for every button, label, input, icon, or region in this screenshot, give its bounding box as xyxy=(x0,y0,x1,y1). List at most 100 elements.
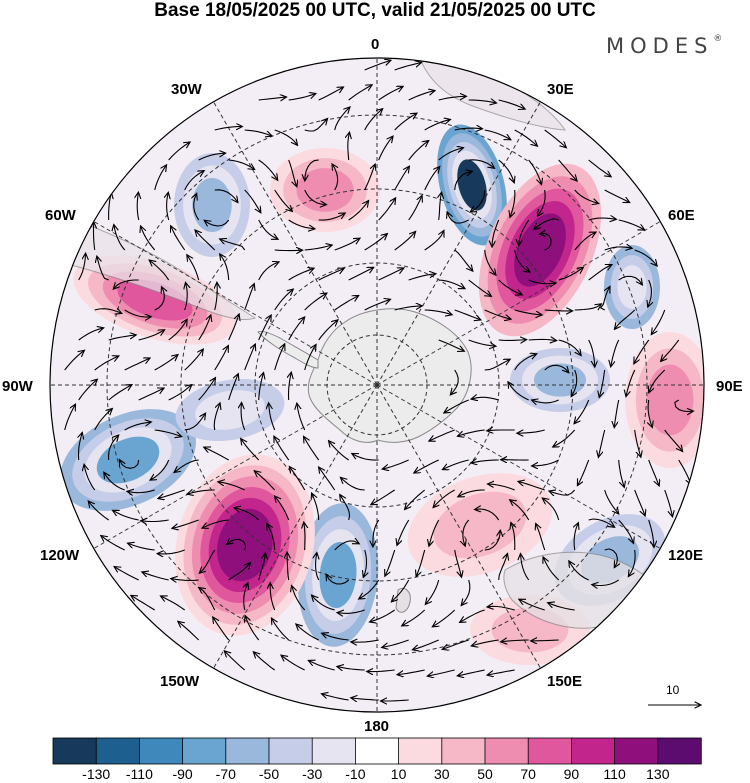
streamline-arrow xyxy=(304,245,332,251)
streamline-arrow xyxy=(492,219,500,246)
streamline-arrow xyxy=(220,255,230,281)
anomaly-contour xyxy=(457,159,487,211)
streamline-arrow xyxy=(541,234,552,251)
colorbar-tick-label: 10 xyxy=(390,766,407,782)
streamline-arrow xyxy=(274,345,285,371)
streamline-arrow xyxy=(282,656,305,671)
streamline-arrow xyxy=(107,436,119,461)
streamline-arrow xyxy=(187,256,200,281)
anomaly-contour xyxy=(534,363,586,397)
streamline-arrow xyxy=(383,639,409,647)
streamline-arrow xyxy=(364,300,390,311)
colorbar-tick-label: 70 xyxy=(520,766,536,782)
streamline-arrow xyxy=(661,339,680,361)
streamline-arrow xyxy=(378,268,403,281)
streamline-arrow xyxy=(634,489,645,515)
streamline-arrow xyxy=(535,218,559,229)
streamline-arrow xyxy=(536,524,546,551)
streamline-arrow xyxy=(258,316,271,341)
colorbar-tick-label: 90 xyxy=(563,766,580,782)
colorbar-tick-label: -90 xyxy=(172,766,193,782)
streamline-arrow xyxy=(615,309,636,329)
anomaly-contour xyxy=(96,436,160,484)
streamline-arrow xyxy=(454,128,482,130)
streamline-arrow xyxy=(371,609,396,622)
streamline-arrow xyxy=(397,519,410,544)
streamline-arrow xyxy=(454,309,480,320)
streamline-arrow xyxy=(549,603,575,611)
streamline-arrow xyxy=(408,274,435,281)
streamline-arrow xyxy=(394,232,415,251)
streamline-arrow xyxy=(574,304,601,311)
meridian-line xyxy=(376,221,661,386)
streamline-arrow xyxy=(588,159,611,176)
new-zealand xyxy=(395,587,411,613)
streamline-arrow xyxy=(484,360,510,371)
streamline-arrow xyxy=(424,120,450,131)
streamline-arrow xyxy=(267,524,276,551)
streamline-arrow xyxy=(297,404,306,431)
streamline-arrow xyxy=(429,519,440,545)
streamline-arrow xyxy=(544,364,569,372)
streamline-arrow xyxy=(424,231,444,251)
streamline-arrow xyxy=(451,369,459,394)
streamline-arrow xyxy=(304,294,326,311)
streamline-arrow xyxy=(468,279,491,296)
streamline-arrow xyxy=(498,340,526,341)
anomaly-contour xyxy=(195,390,265,430)
streamline-arrow xyxy=(129,544,155,551)
streamline-arrow xyxy=(128,490,155,493)
streamline-arrow xyxy=(430,429,455,441)
streamline-arrow xyxy=(403,609,426,625)
colorbar-tick-label: -50 xyxy=(258,766,280,782)
streamline-arrow xyxy=(244,345,255,371)
streamline-arrow xyxy=(648,459,659,485)
streamline-arrow xyxy=(463,519,470,545)
streamline-arrow xyxy=(168,143,190,161)
streamline-arrow xyxy=(604,189,629,202)
streamline-arrow xyxy=(544,310,572,311)
streamline-arrow xyxy=(394,167,409,191)
streamline-arrow xyxy=(142,520,169,522)
streamline-arrow xyxy=(138,330,164,341)
streamline-arrow xyxy=(454,549,462,576)
streamline-arrow xyxy=(618,459,624,486)
streamline-arrow xyxy=(664,429,682,451)
streamline-arrow xyxy=(424,309,452,315)
streamline-arrow xyxy=(408,196,422,221)
lon-label-150w: 150W xyxy=(160,673,200,690)
streamline-arrow xyxy=(514,309,542,315)
streamline-arrow xyxy=(448,213,469,224)
lon-label-90w: 90W xyxy=(2,378,33,395)
anomaly-contour xyxy=(319,541,357,609)
streamline-arrow xyxy=(244,584,248,611)
streamline-arrow xyxy=(161,596,186,611)
streamline-arrow xyxy=(488,606,515,611)
streamline-arrow xyxy=(319,468,336,491)
streamline-arrow xyxy=(334,108,350,131)
streamline-arrow xyxy=(203,519,229,528)
streamline-arrow xyxy=(618,219,644,230)
streamline-arrow xyxy=(438,96,466,101)
streamline-arrow xyxy=(158,549,185,554)
streamline-arrow xyxy=(652,309,666,334)
streamline-arrow xyxy=(489,484,515,491)
streamline-arrow xyxy=(124,309,151,317)
streamline-arrow xyxy=(214,189,238,202)
streamline-arrow xyxy=(213,404,220,431)
streamline-arrow xyxy=(188,490,215,494)
streamline-arrow xyxy=(569,562,589,581)
streamline-arrow xyxy=(168,320,187,341)
streamline-arrow xyxy=(443,459,469,469)
streamline-arrow xyxy=(318,88,343,101)
streamline-arrow xyxy=(297,625,319,641)
streamline-arrow xyxy=(353,454,379,461)
colorbar-tick-label: -130 xyxy=(82,766,111,782)
streamline-arrow xyxy=(476,509,500,521)
streamline-arrow xyxy=(428,669,455,676)
streamline-arrow xyxy=(173,519,199,528)
streamline-arrow xyxy=(352,640,379,642)
streamline-arrow xyxy=(305,159,319,180)
streamline-arrow xyxy=(154,355,178,371)
streamline-arrow xyxy=(558,339,581,355)
